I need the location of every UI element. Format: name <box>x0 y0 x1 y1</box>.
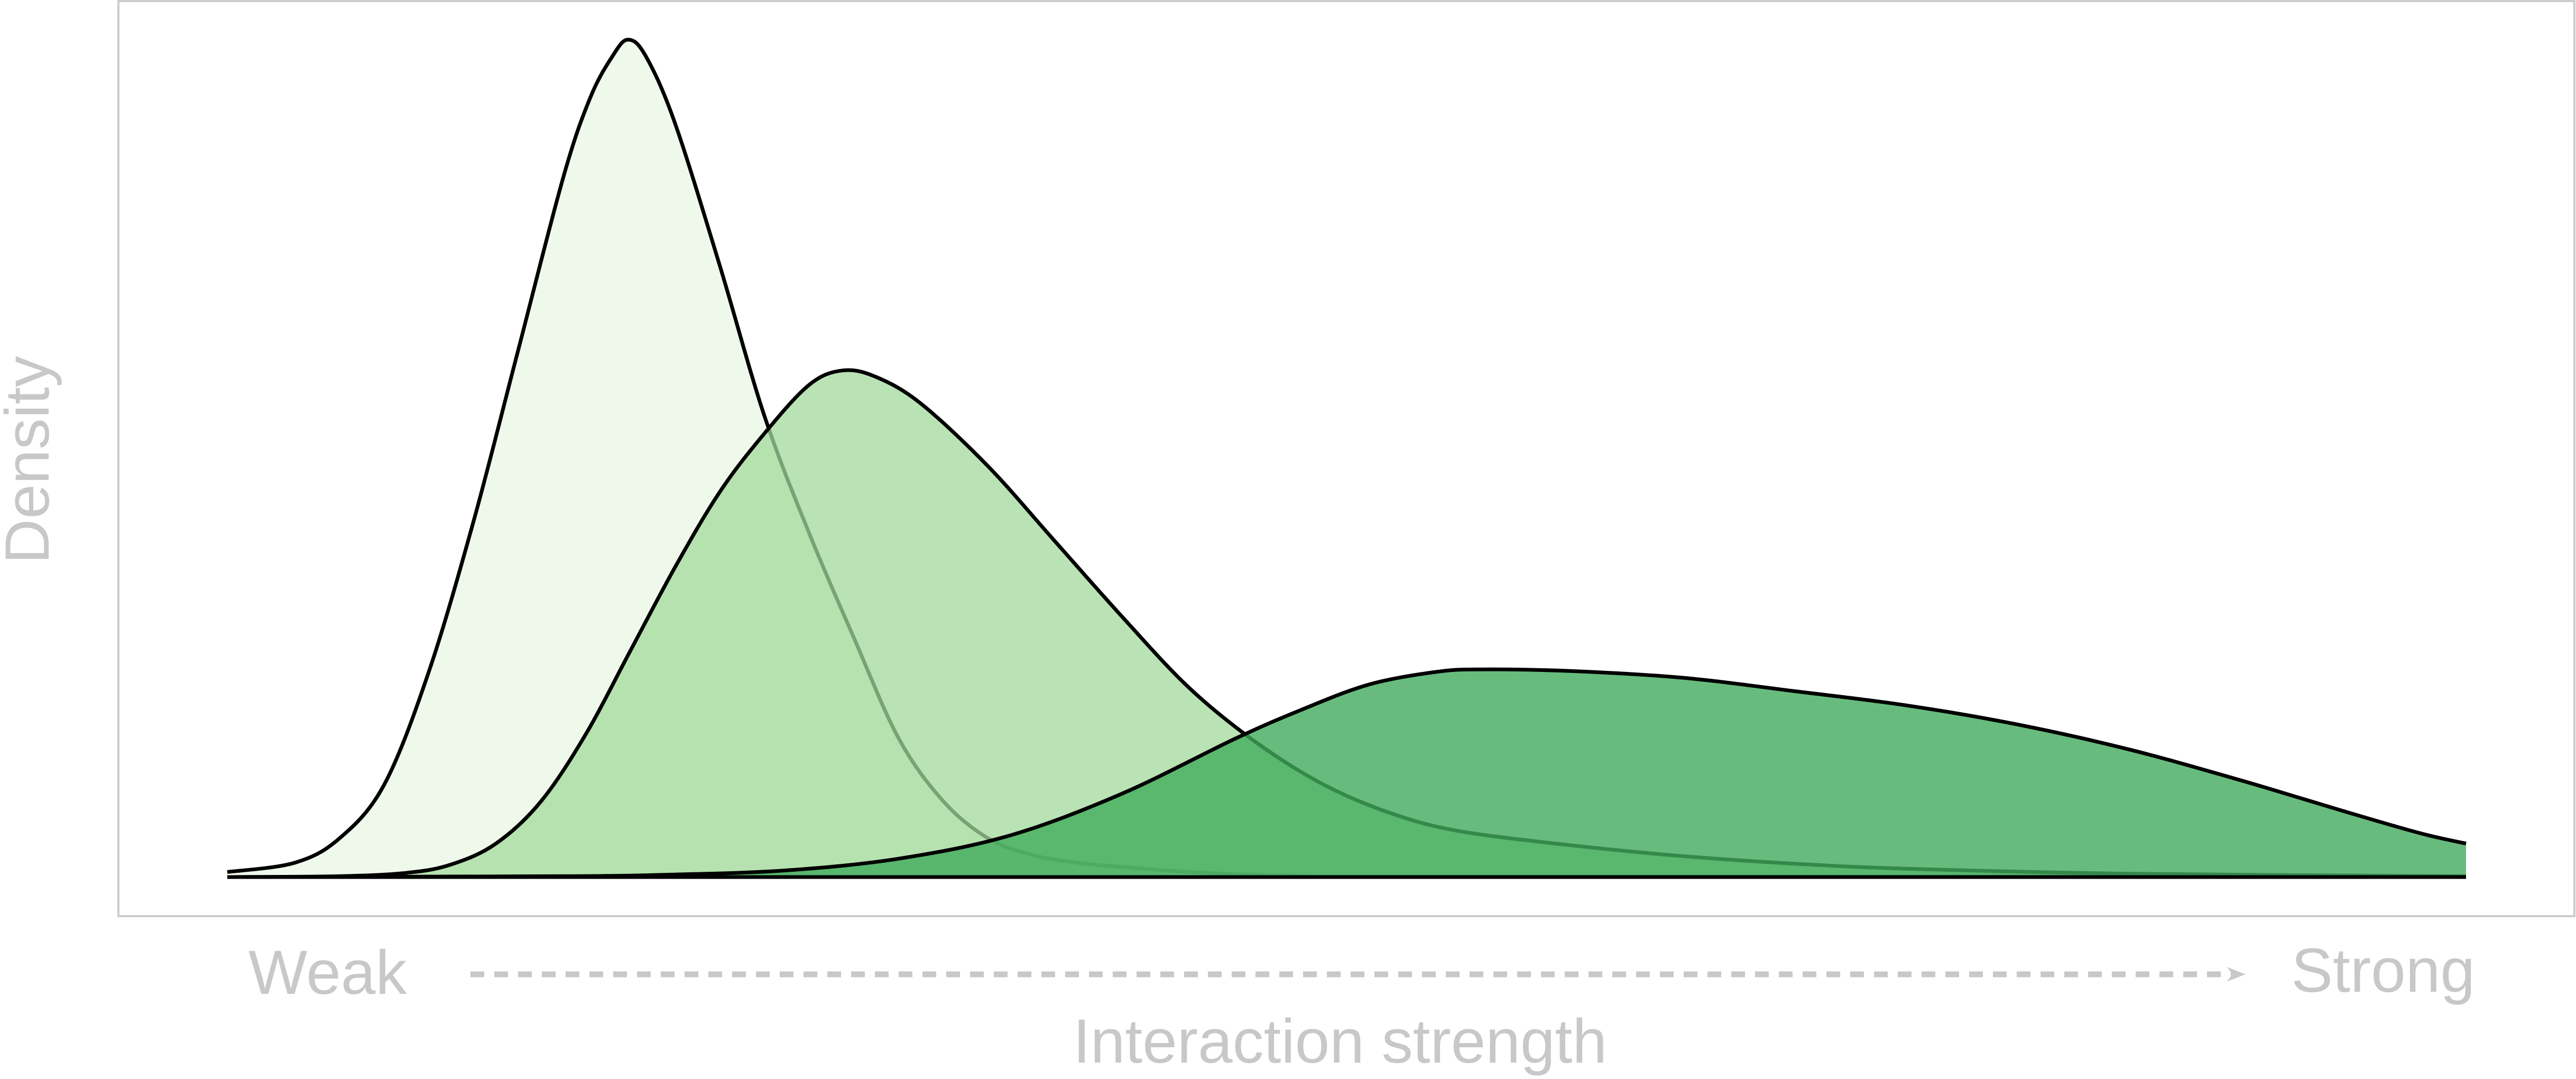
x-start-label: Weak <box>248 938 407 1008</box>
x-end-label: Strong <box>2291 936 2475 1006</box>
x-axis-label: Interaction strength <box>1073 1007 1607 1076</box>
density-area-2 <box>227 370 2466 877</box>
density-series-layer <box>227 38 2467 879</box>
density-area-3 <box>227 669 2466 877</box>
density-curve-3 <box>227 667 2467 879</box>
plot-frame <box>117 0 2575 917</box>
y-axis-label: Density <box>0 356 62 564</box>
